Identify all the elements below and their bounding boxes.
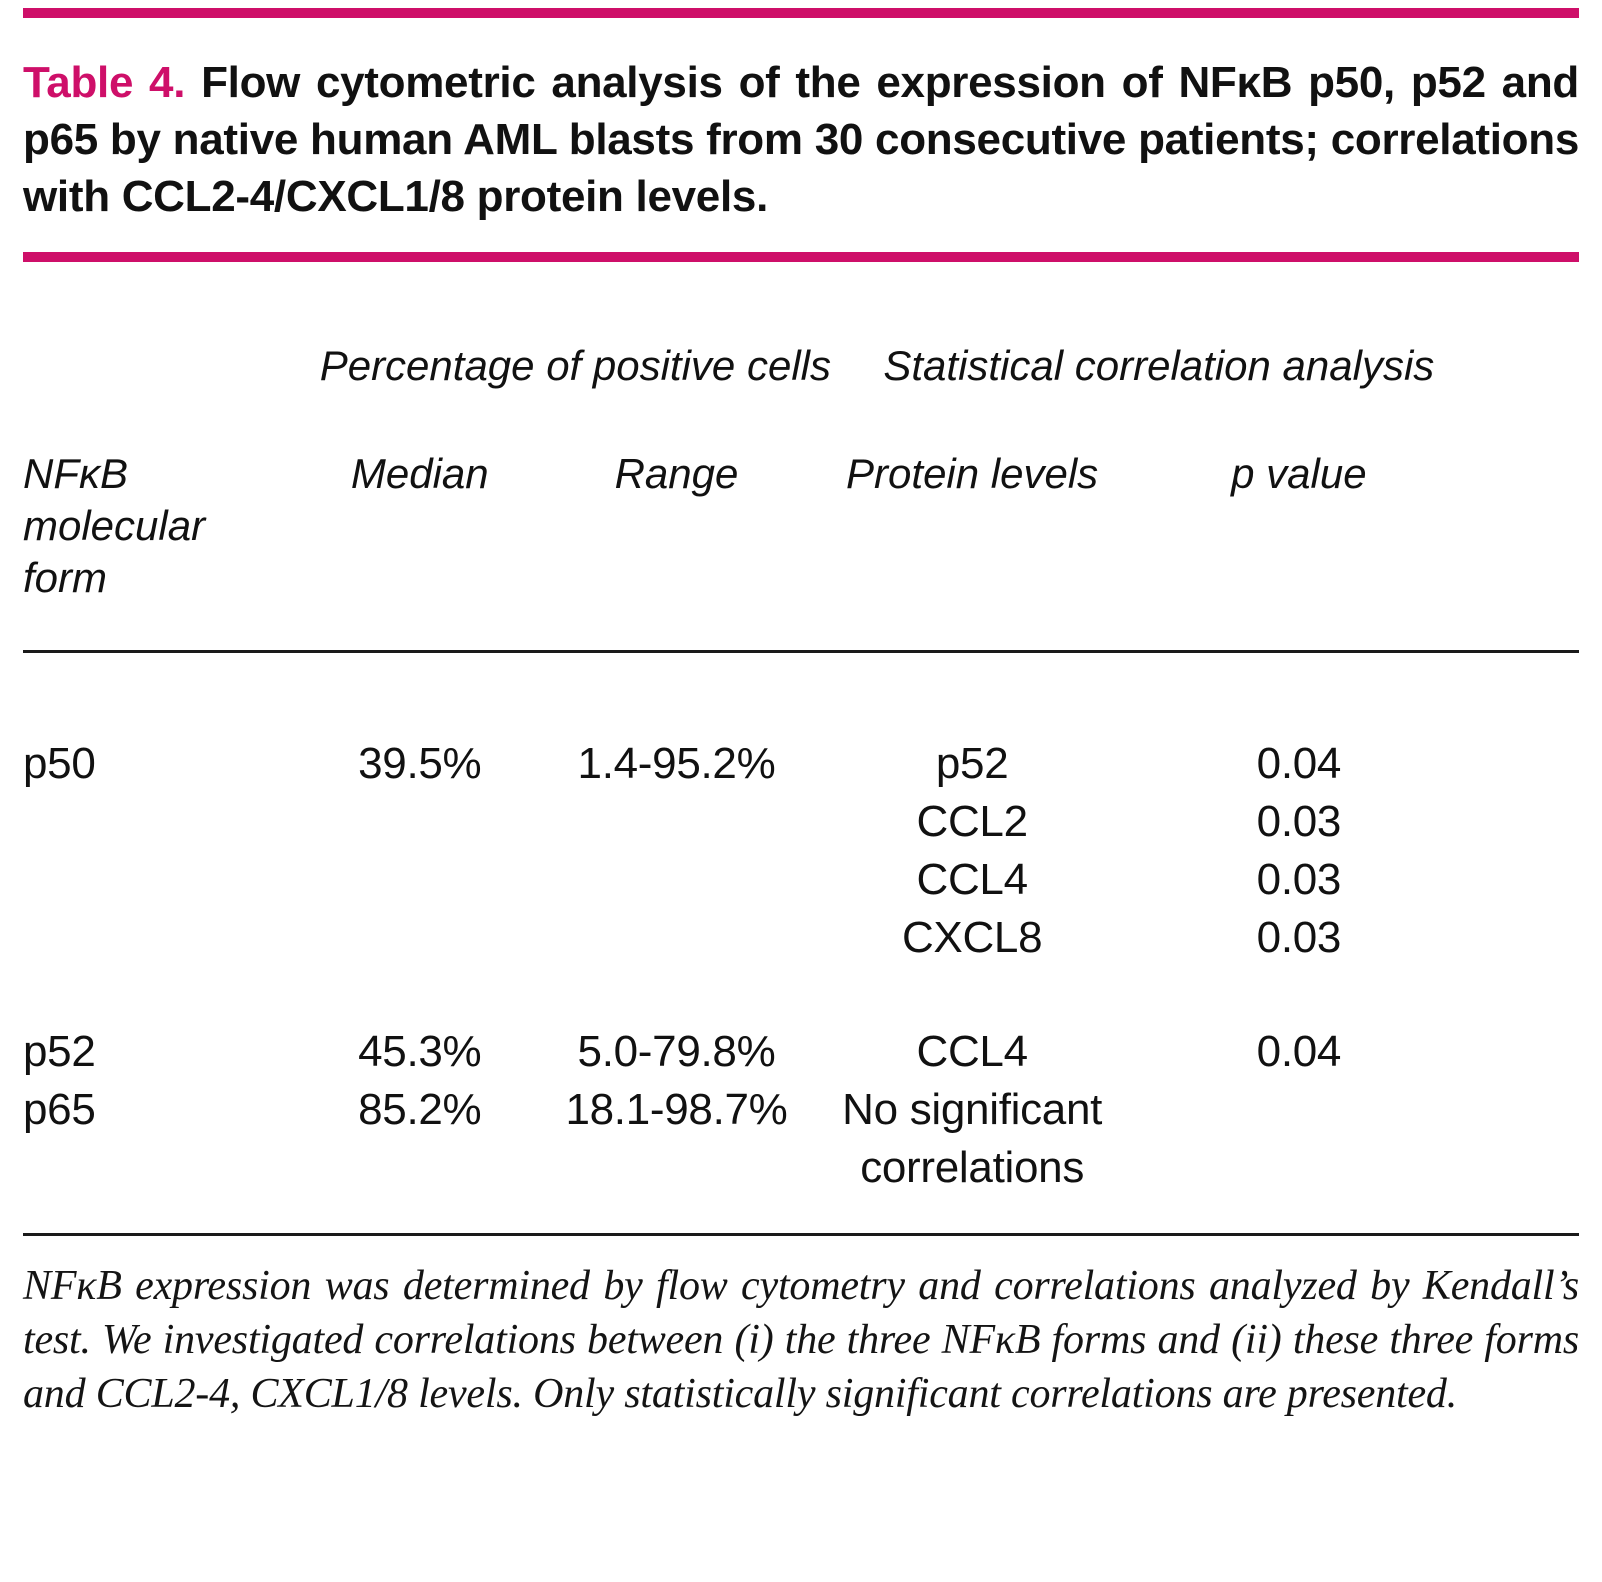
protein-levels-cell: CCL4 <box>916 1027 1028 1077</box>
table-row-p52: p52 45.3% 5.0-79.8% CCL4 0.04 <box>23 1023 1579 1081</box>
table-title: Table 4. Flow cytometric analysis of the… <box>23 54 1579 226</box>
footnote-divider-rule <box>23 1233 1579 1237</box>
table-row-p65: p65 85.2% 18.1-98.7% No significant corr… <box>23 1081 1579 1197</box>
p-value: 0.03 <box>1256 913 1342 963</box>
p-value-cell: 0.04 <box>1256 1027 1342 1077</box>
table-body: p50 39.5% 1.4-95.2% p52 CCL2 CCL4 CXCL8 … <box>23 735 1579 1198</box>
median-cell: 39.5% <box>358 738 482 788</box>
table-header: Percentage of positive cells Statistical… <box>23 340 1579 604</box>
molecular-form-cell: p65 <box>23 1085 96 1135</box>
column-header-median: Median <box>350 449 489 497</box>
top-rule <box>23 8 1579 18</box>
p-value: 0.03 <box>1256 796 1342 846</box>
p-value: 0.04 <box>1256 738 1342 788</box>
table-title-text: Flow cytometric analysis of the expressi… <box>23 58 1579 222</box>
median-cell: 85.2% <box>358 1085 482 1135</box>
protein-level: CXCL8 <box>901 913 1043 963</box>
column-header-molecular-form: NFκB molecular form <box>23 449 206 601</box>
paper-table-figure: Table 4. Flow cytometric analysis of the… <box>23 8 1579 1417</box>
no-significant-correlations-note: No significant correlations <box>842 1085 1103 1193</box>
column-header-protein-levels: Protein levels <box>846 449 1099 497</box>
column-header-range: Range <box>614 449 739 497</box>
p-value-cell: 0.04 0.03 0.03 0.03 <box>1112 735 1485 967</box>
molecular-form-cell: p50 <box>23 738 96 788</box>
median-cell: 45.3% <box>358 1027 482 1077</box>
protein-level: p52 <box>935 738 1009 788</box>
table-footnote: NFκB expression was determined by flow c… <box>23 1263 1579 1417</box>
p-value: 0.03 <box>1256 855 1342 905</box>
table-title-label: Table 4. <box>23 58 186 107</box>
range-cell: 5.0-79.8% <box>577 1027 776 1077</box>
protein-level: CCL2 <box>916 796 1028 846</box>
header-divider-rule <box>23 649 1579 653</box>
range-cell: 18.1-98.7% <box>565 1085 788 1135</box>
protein-levels-cell: p52 CCL2 CCL4 CXCL8 <box>832 735 1112 967</box>
molecular-form-cell: p52 <box>23 1027 96 1077</box>
title-rule <box>23 251 1579 262</box>
table-row-p50: p50 39.5% 1.4-95.2% p52 CCL2 CCL4 CXCL8 … <box>23 735 1579 967</box>
column-header-p-value: p value <box>1231 449 1367 497</box>
range-cell: 1.4-95.2% <box>577 738 776 788</box>
group-header-statistical-analysis: Statistical correlation analysis <box>883 341 1435 389</box>
group-header-positive-cells: Percentage of positive cells <box>319 341 831 389</box>
protein-level: CCL4 <box>916 855 1028 905</box>
